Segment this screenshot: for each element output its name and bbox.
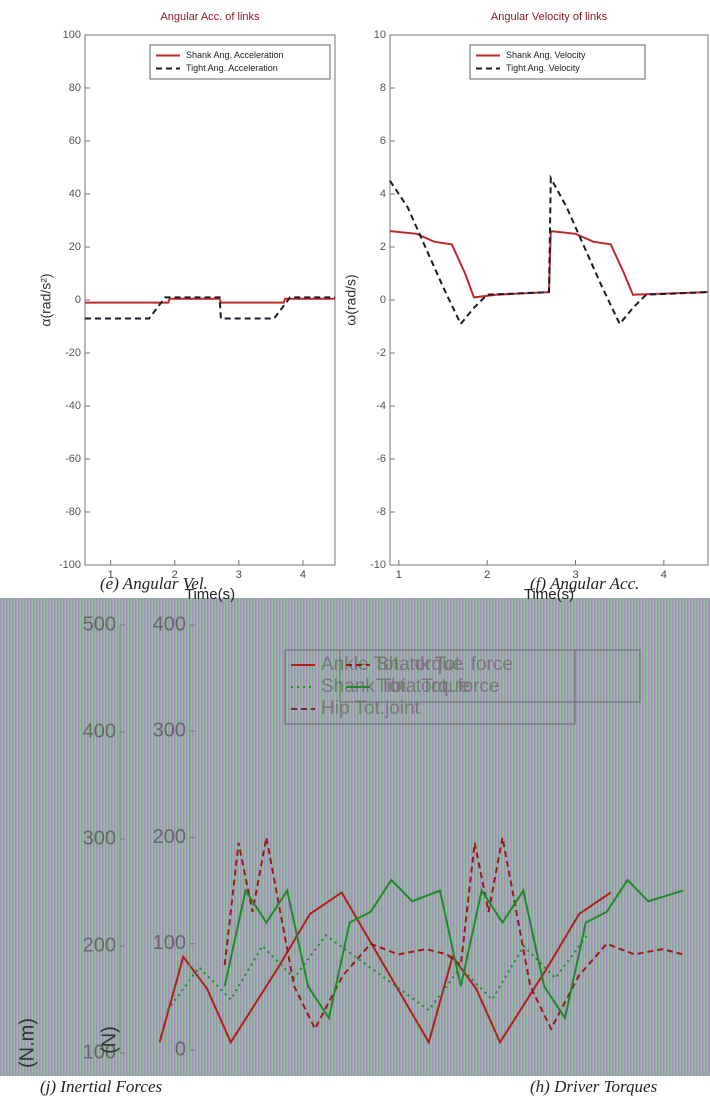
y-tick-label: 6: [380, 135, 386, 147]
y-tick-label: -40: [65, 400, 81, 412]
series-line: [223, 837, 684, 1032]
y-tick-label: 400: [153, 613, 186, 635]
y-tick-label: -8: [376, 506, 386, 518]
y-tick-label: -20: [65, 347, 81, 359]
legend-box: [339, 649, 641, 703]
x-axis-label: Time(s): [185, 586, 235, 603]
y-tick-label: 300: [83, 827, 116, 849]
y-tick-label: -10: [370, 559, 386, 571]
x-tick-label: 3: [572, 569, 578, 581]
y-tick-label: 100: [153, 932, 186, 954]
y-tick-label: -80: [65, 506, 81, 518]
x-tick-label: 2: [172, 569, 178, 581]
caption: (h) Driver Torques: [530, 1077, 658, 1096]
series-line: [389, 174, 709, 326]
caption: (e) Angular Vel.: [100, 574, 208, 593]
legend-label: Tibia Tot. force: [376, 676, 500, 697]
y-tick-label: 10: [374, 29, 386, 41]
x-tick-label: 1: [396, 569, 402, 581]
y-tick-label: -60: [65, 453, 81, 465]
y-tick-label: 0: [175, 1038, 186, 1060]
chart-title: Angular Acc. of links: [160, 11, 260, 23]
x-tick-label: 4: [300, 569, 306, 581]
y-tick-label: 200: [153, 826, 186, 848]
legend-label: Ankle Tot. torque: [321, 654, 463, 675]
y-axis-label: α(rad/s²): [38, 273, 54, 326]
series-line: [158, 891, 612, 1045]
y-axis-label: ω(rad/s): [343, 274, 359, 325]
legend-label: Shank Ang. Velocity: [506, 50, 586, 60]
chart-title: Angular Velocity of links: [491, 11, 608, 23]
y-tick-label: 8: [380, 82, 386, 94]
y-axis-label: (N): [98, 1026, 120, 1054]
legend-box: [149, 44, 331, 80]
series-line: [85, 296, 335, 320]
y-tick-label: -2: [376, 347, 386, 359]
y-tick-label: 200: [83, 934, 116, 956]
corrupted-panel: [0, 598, 710, 1076]
caption: (f) Angular Acc.: [530, 574, 639, 593]
x-tick-label: 3: [236, 569, 242, 581]
legend-label: Shank Tot. force: [376, 654, 513, 675]
series-line: [85, 297, 335, 304]
x-tick-label: 4: [661, 569, 667, 581]
series-line: [223, 878, 684, 1021]
y-tick-label: 20: [69, 241, 81, 253]
legend-label: Hip Tot.joint: [321, 698, 421, 719]
y-tick-label: 4: [380, 188, 386, 200]
y-tick-label: -6: [376, 453, 386, 465]
legend-label: Shank Tot. torque: [321, 676, 470, 697]
y-tick-label: 0: [75, 294, 81, 306]
caption: (j) Inertial Forces: [40, 1077, 162, 1096]
x-tick-label: 2: [484, 569, 490, 581]
x-tick-label: 1: [108, 569, 114, 581]
plot-frame: [84, 34, 336, 566]
y-tick-label: -100: [59, 559, 81, 571]
y-tick-label: 100: [63, 29, 81, 41]
y-tick-label: -4: [376, 400, 386, 412]
y-tick-label: 400: [83, 720, 116, 742]
y-tick-label: 60: [69, 135, 81, 147]
y-axis-label: (N.m): [16, 1018, 38, 1068]
y-tick-label: 500: [83, 613, 116, 635]
legend-box: [469, 44, 646, 80]
x-axis-label: Time(s): [524, 586, 574, 603]
y-tick-label: 2: [380, 241, 386, 253]
y-tick-label: 300: [153, 720, 186, 742]
legend-label: Tight Ang. Acceleration: [186, 63, 278, 73]
y-tick-label: 40: [69, 188, 81, 200]
plot-frame: [389, 34, 709, 566]
legend-label: Tight Ang. Velocity: [506, 63, 580, 73]
series-line: [166, 933, 588, 1012]
y-tick-label: 80: [69, 82, 81, 94]
y-tick-label: 100: [83, 1041, 116, 1063]
legend-label: Shank Ang. Acceleration: [186, 50, 284, 60]
y-tick-label: 0: [380, 294, 386, 306]
